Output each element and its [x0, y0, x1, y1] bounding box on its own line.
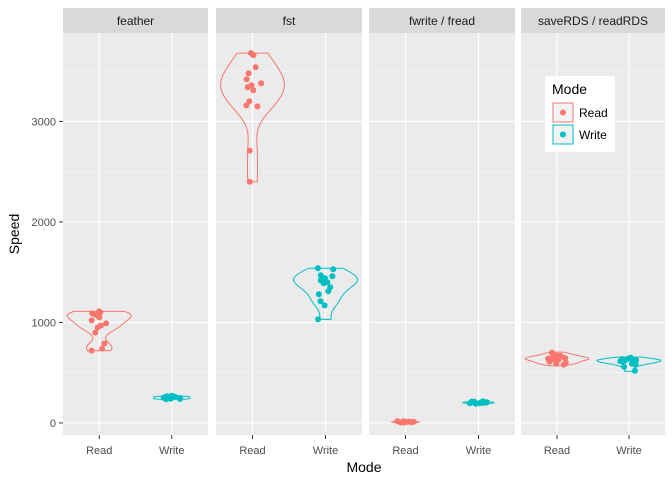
data-point: [244, 84, 251, 91]
data-point: [321, 302, 328, 309]
x-tick-label: Read: [544, 445, 570, 457]
facet-strip: [63, 8, 208, 33]
data-point: [94, 324, 101, 331]
data-point: [315, 316, 322, 323]
data-point: [466, 400, 473, 407]
x-axis-title: Mode: [346, 459, 381, 475]
x-tick-label: Write: [159, 445, 184, 457]
data-point: [562, 355, 569, 362]
y-axis-title: Speed: [6, 214, 22, 254]
data-point: [553, 360, 560, 367]
data-point: [317, 298, 324, 305]
facet-saverds-readrds: saveRDS / readRDS Read Write: [521, 8, 665, 457]
data-point: [99, 345, 106, 352]
legend-title: Mode: [552, 81, 587, 97]
data-point: [246, 98, 253, 105]
y-tick-label: 2000: [32, 217, 56, 229]
data-point: [246, 147, 253, 154]
panel-background: [216, 33, 362, 435]
x-tick-label: Read: [86, 445, 112, 457]
y-axis: 0 1000 2000 3000: [32, 116, 63, 430]
data-point: [560, 361, 567, 368]
data-point: [631, 367, 638, 374]
y-tick-label: 0: [50, 418, 56, 430]
facet-fst: fst Read Write: [216, 8, 362, 457]
data-point: [252, 64, 259, 71]
data-point: [254, 103, 261, 110]
data-point: [88, 347, 95, 354]
facet-title: saveRDS / readRDS: [538, 14, 648, 28]
data-point: [96, 314, 103, 321]
x-tick-label: Read: [392, 445, 418, 457]
data-point: [320, 280, 327, 287]
legend: Mode Read Write: [545, 76, 615, 152]
legend-dot-read: [560, 109, 566, 116]
x-tick-label: Write: [466, 445, 491, 457]
legend-label-write: Write: [579, 128, 607, 142]
y-tick-label: 1000: [32, 317, 56, 329]
data-point: [314, 265, 321, 272]
data-point: [317, 272, 324, 279]
legend-label-read: Read: [579, 106, 608, 120]
facet-strip: [216, 8, 362, 33]
data-point: [245, 70, 252, 77]
facet-title: fwrite / fread: [409, 14, 475, 28]
data-point: [103, 320, 110, 327]
x-tick-label: Write: [616, 445, 641, 457]
data-point: [472, 400, 479, 407]
y-tick-label: 3000: [32, 116, 56, 128]
data-point: [250, 52, 257, 59]
data-point: [329, 273, 336, 280]
data-point: [243, 102, 250, 109]
data-point: [250, 87, 257, 94]
panel-background: [63, 33, 208, 435]
data-point: [163, 396, 170, 403]
facet-fwrite-fread: fwrite / fread Read Write: [369, 8, 515, 457]
data-point: [330, 266, 337, 273]
data-point: [546, 358, 553, 365]
data-point: [408, 419, 415, 426]
facet-strip: [521, 8, 665, 33]
facet-feather: feather Read Write: [63, 8, 208, 457]
violin-read: [66, 310, 132, 352]
violin-write: [292, 267, 359, 320]
x-tick-label: Read: [239, 445, 265, 457]
facet-title: fst: [283, 14, 296, 28]
data-point: [619, 358, 626, 365]
data-point: [243, 76, 250, 83]
data-point: [92, 329, 99, 336]
panel-background: [369, 33, 515, 435]
data-point: [101, 340, 108, 347]
data-point: [177, 396, 183, 402]
data-point: [167, 395, 174, 402]
data-point: [258, 80, 265, 87]
data-point: [632, 361, 639, 368]
data-point: [325, 288, 332, 295]
data-point: [621, 363, 628, 370]
data-point: [397, 419, 404, 426]
legend-dot-write: [560, 131, 566, 138]
facet-title: feather: [117, 14, 154, 28]
violin-read: [219, 52, 286, 183]
data-point: [88, 317, 95, 324]
x-tick-label: Write: [313, 445, 338, 457]
facet-strip: [369, 8, 515, 33]
data-point: [246, 178, 253, 185]
data-point: [315, 291, 322, 298]
